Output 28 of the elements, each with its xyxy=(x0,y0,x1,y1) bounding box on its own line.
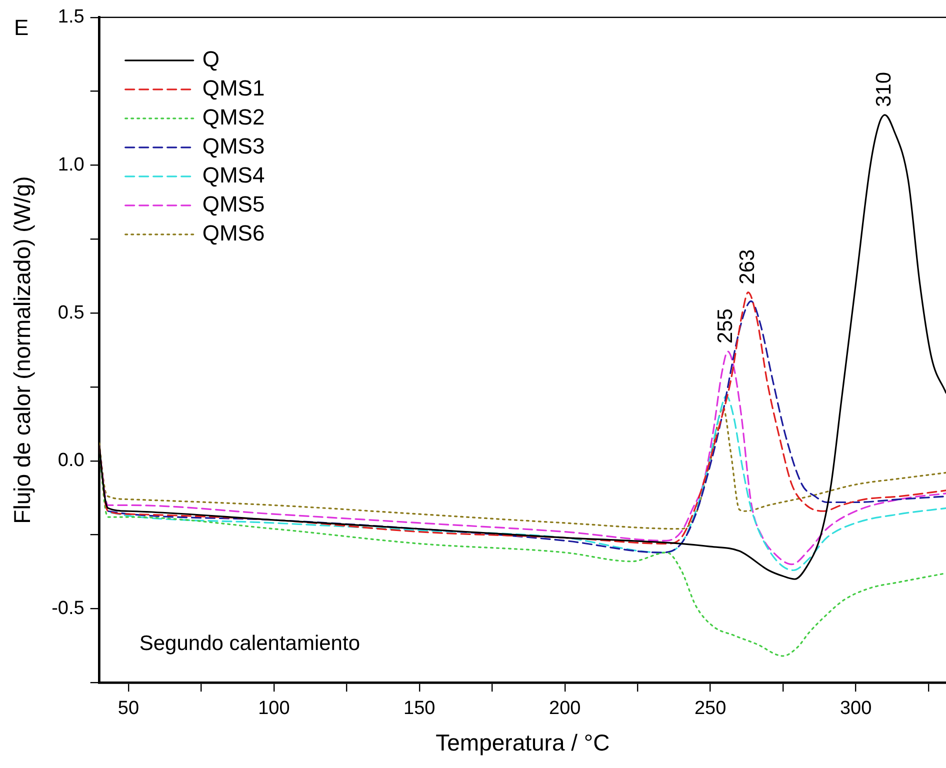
legend-label: QMS4 xyxy=(202,162,265,188)
legend-label: Q xyxy=(202,46,220,72)
x-tick-label: 50 xyxy=(118,698,140,720)
x-axis-title: Temperatura / °C xyxy=(436,730,610,756)
y-tick-label: 1.5 xyxy=(58,6,84,28)
legend-label: QMS6 xyxy=(202,220,265,246)
annotation: Segundo calentamiento xyxy=(139,632,360,655)
annotation: 310 xyxy=(872,72,896,107)
y-tick-label: 1.0 xyxy=(58,154,84,176)
chart-title: E xyxy=(14,15,29,40)
annotation: 263 xyxy=(736,249,759,284)
x-tick-label: 100 xyxy=(258,698,290,720)
line-series xyxy=(99,350,946,566)
legend-label: QMS3 xyxy=(202,133,265,158)
line-series xyxy=(110,395,946,572)
legend-label: QMS5 xyxy=(202,191,265,216)
line-series xyxy=(99,406,946,530)
y-tick-label: -0.5 xyxy=(52,598,84,619)
y-tick-label: 0.5 xyxy=(58,302,84,324)
legend-label: QMS1 xyxy=(202,75,265,100)
y-axis-title: Flujo de calor (normalizado) (W/g) xyxy=(9,176,36,524)
legend-label: QMS2 xyxy=(202,104,265,130)
x-tick-label: 150 xyxy=(404,698,436,720)
x-tick-label: 250 xyxy=(694,698,726,720)
x-tick-label: 300 xyxy=(840,698,872,720)
x-tick-label: 200 xyxy=(549,698,581,720)
annotation: 255 xyxy=(714,308,738,344)
y-tick-label: 0.0 xyxy=(58,450,84,472)
